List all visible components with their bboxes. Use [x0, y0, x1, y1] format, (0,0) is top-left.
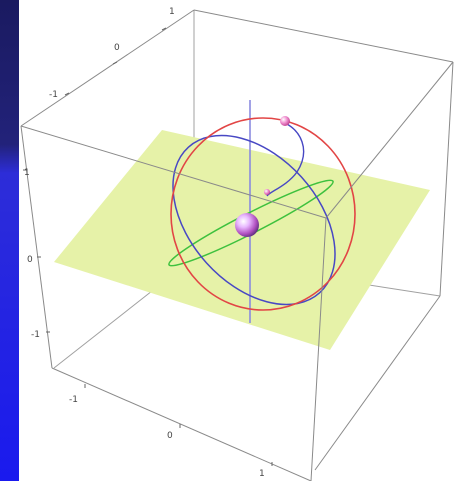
3d-orbit-diagram: 1 0 -1 1 0 -1 -1 0 1 — [20, 7, 454, 481]
red-orbit — [170, 117, 356, 311]
tick-label-bottom-2: 0 — [167, 431, 173, 441]
blue-orbit — [172, 134, 336, 306]
bounding-box-front — [20, 9, 454, 481]
tick-label-left-1: 1 — [24, 168, 30, 178]
tick-label-top-2: 0 — [114, 43, 120, 53]
tick-label-top-3: -1 — [49, 90, 58, 100]
left-sidebar-gradient — [0, 0, 19, 481]
tick-label-top-1: 1 — [169, 7, 175, 17]
tick-label-bottom-3: 1 — [259, 469, 265, 479]
electron-top — [280, 116, 290, 126]
electron-inner — [264, 189, 270, 195]
tick-label-bottom-1: -1 — [69, 395, 78, 405]
plot-stage: 1 0 -1 1 0 -1 -1 0 1 — [19, 0, 461, 481]
horizontal-plane — [54, 130, 430, 350]
tick-marks — [23, 27, 273, 466]
blue-inner-curve — [266, 121, 305, 197]
nucleus-sphere — [235, 213, 259, 237]
tick-label-left-2: 0 — [27, 255, 33, 265]
tick-label-left-3: -1 — [31, 330, 40, 340]
